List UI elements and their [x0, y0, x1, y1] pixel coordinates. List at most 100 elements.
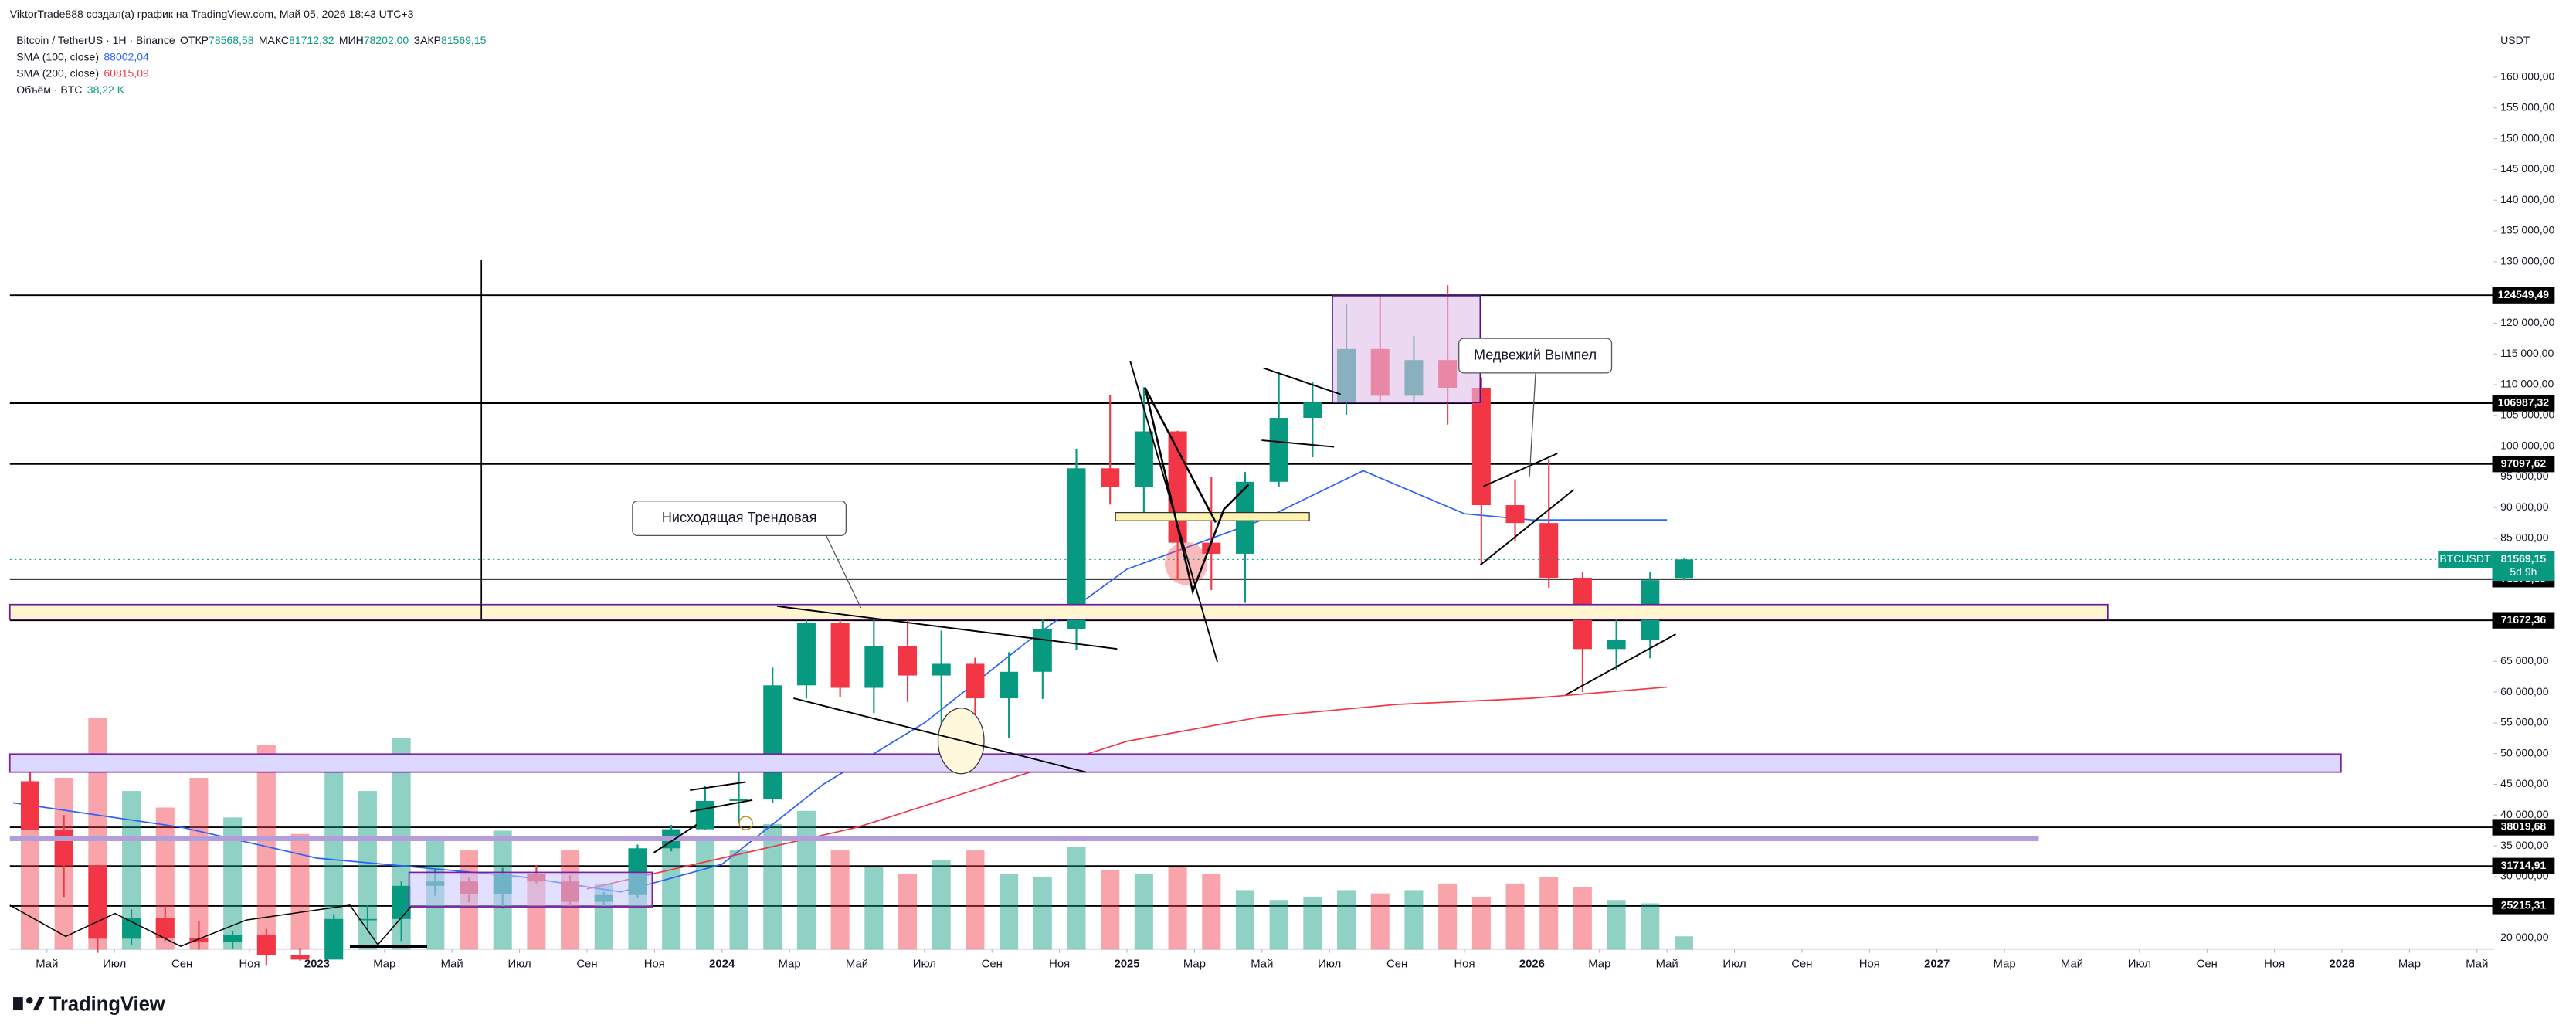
- x-tick-label: Сен: [171, 958, 192, 970]
- candle-body: [830, 623, 850, 688]
- x-tick-label: 2024: [709, 958, 735, 970]
- volume-bar: [1573, 887, 1592, 950]
- level-tag: [2492, 395, 2555, 412]
- x-tick-label: Ноя: [2264, 958, 2285, 970]
- y-tick-label: 110 000,00: [2500, 378, 2554, 390]
- x-tick-label: Июл: [1318, 958, 1341, 970]
- candle-body: [1539, 523, 1559, 578]
- candle-body: [20, 781, 39, 830]
- y-tick-label: 100 000,00: [2500, 439, 2554, 451]
- legend-symbol: Bitcoin / TetherUS · 1Н · Binance ОТКР785…: [16, 34, 486, 46]
- callout-box: [632, 501, 847, 537]
- level-tag: [2492, 612, 2555, 629]
- volume-bar: [1235, 890, 1254, 950]
- volume-bar: [1033, 877, 1052, 950]
- legend-sma: SMA (200, close) 60815,09: [16, 66, 149, 79]
- x-tick-label: Июл: [913, 958, 936, 970]
- trend-line: [653, 823, 697, 853]
- sma-value: 60815,09: [104, 66, 149, 79]
- candle-body: [1303, 402, 1322, 419]
- y-tick-label: 135 000,00: [2500, 224, 2554, 236]
- volume-bar: [1168, 867, 1187, 950]
- candle-body: [1000, 671, 1019, 699]
- volume-bar: [763, 823, 782, 950]
- last-price-tag: [2492, 551, 2555, 582]
- candle-body: [898, 646, 918, 676]
- volume-name: Объём · BTC: [16, 83, 82, 96]
- volume-bar: [1370, 893, 1390, 950]
- x-tick-label: Май: [441, 958, 463, 970]
- last-symbol: BTCUSDT: [2439, 552, 2491, 565]
- volume-bar: [1000, 874, 1019, 950]
- zone: [9, 836, 2039, 842]
- x-tick-label: 2025: [1114, 958, 1139, 970]
- y-tick-label: 55 000,00: [2500, 716, 2549, 728]
- y-tick-label: 120 000,00: [2500, 316, 2554, 328]
- x-tick-label: Май: [36, 958, 58, 970]
- last-symbol-tag: [2438, 551, 2493, 568]
- field-value: 81569,15: [441, 34, 487, 46]
- x-tick-label: Сен: [1791, 958, 1812, 970]
- x-tick-label: Май: [2466, 958, 2488, 970]
- x-tick-label: Сен: [576, 958, 597, 970]
- sma-line: [586, 686, 1668, 890]
- level-tag: [2492, 819, 2555, 836]
- field-label: МАКС: [259, 34, 289, 46]
- logo: TradingView: [13, 993, 165, 1015]
- legend-sma: SMA (100, close) 88002,04: [16, 50, 149, 63]
- candle-body: [1033, 629, 1052, 672]
- y-tick-label: 60 000,00: [2500, 685, 2549, 697]
- y-tick-label: 90 000,00: [2500, 501, 2549, 513]
- volume-bar: [1101, 870, 1120, 950]
- volume-bar: [1438, 883, 1458, 950]
- volume-bar: [1641, 903, 1660, 950]
- y-tick-label: 95 000,00: [2500, 470, 2549, 482]
- candle-body: [796, 623, 816, 686]
- y-tick-label: 130 000,00: [2500, 255, 2554, 267]
- candle-body: [358, 918, 377, 921]
- x-tick-label: Ноя: [1049, 958, 1070, 970]
- volume-bar: [1471, 896, 1491, 950]
- candle-body: [256, 935, 276, 955]
- y-tick-label: 155 000,00: [2500, 100, 2554, 113]
- candle-body: [122, 918, 141, 939]
- x-tick-label: Мар: [1183, 958, 1206, 970]
- y-tick-label: 145 000,00: [2500, 162, 2554, 175]
- level-label: 71672,36: [2501, 613, 2547, 626]
- volume-bar: [662, 840, 681, 950]
- field-label: ОТКР: [180, 34, 209, 46]
- x-tick-label: Мар: [373, 958, 395, 970]
- candle-body: [223, 935, 243, 942]
- x-tick-label: Июл: [1722, 958, 1746, 970]
- level-label: 25215,31: [2501, 899, 2547, 911]
- circle-mark: [738, 816, 753, 830]
- x-tick-label: 2026: [1519, 958, 1545, 970]
- x-tick-label: 2028: [2329, 958, 2354, 970]
- volume-bar: [1269, 900, 1288, 950]
- candle-body: [88, 865, 107, 939]
- logo-shape: [13, 997, 23, 1011]
- candle-body: [1607, 640, 1626, 650]
- x-tick-label: Ноя: [644, 958, 665, 970]
- candle-body: [1269, 418, 1288, 482]
- trend-line: [1483, 453, 1558, 487]
- y-tick-label: 65 000,00: [2500, 654, 2549, 667]
- candle-body: [695, 800, 714, 830]
- sma-line: [12, 470, 1668, 893]
- candle-body: [1674, 559, 1694, 579]
- x-tick-label: Мар: [779, 958, 801, 970]
- x-tick-label: Мар: [1994, 958, 2016, 970]
- volume-value: 38,22 K: [87, 83, 125, 96]
- volume-bar: [966, 850, 985, 950]
- trend-line: [1263, 367, 1341, 395]
- field-label: ЗАКР: [414, 34, 441, 46]
- volume-bar: [796, 810, 816, 950]
- level-label: 124549,49: [2498, 288, 2549, 300]
- candle-body: [864, 646, 884, 688]
- y-tick-label: 150 000,00: [2500, 131, 2554, 144]
- level-label: 38019,68: [2501, 820, 2547, 833]
- y-tick-label: 115 000,00: [2500, 347, 2554, 359]
- zone: [8, 753, 2342, 773]
- x-tick-label: Мар: [1588, 958, 1610, 970]
- sma-value: 88002,04: [104, 50, 149, 63]
